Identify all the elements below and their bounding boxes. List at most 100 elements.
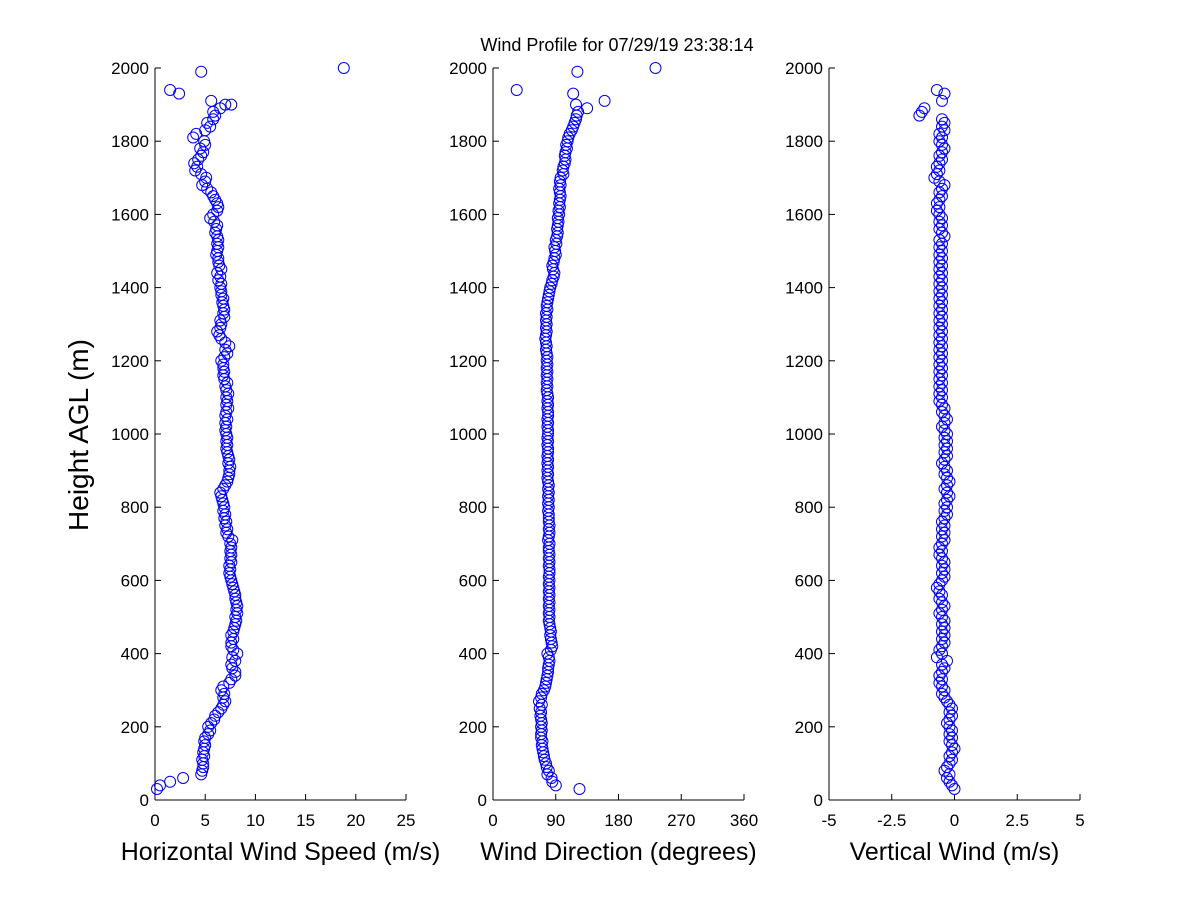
data-point	[225, 98, 238, 111]
data-point	[936, 574, 948, 587]
data-point	[936, 245, 948, 257]
data-point	[197, 746, 210, 759]
data-point	[933, 292, 946, 305]
data-point	[222, 450, 235, 462]
data-point	[598, 94, 611, 107]
data-point	[938, 504, 951, 517]
data-point	[943, 750, 956, 763]
data-points-speed	[151, 62, 350, 795]
y-tick-label: 1400	[449, 279, 487, 298]
data-point	[933, 149, 946, 162]
data-point	[936, 281, 948, 294]
data-point	[938, 402, 951, 415]
data-point	[938, 629, 951, 642]
data-point	[933, 270, 946, 283]
data-point	[946, 779, 958, 792]
data-point	[936, 138, 948, 151]
data-point	[938, 497, 951, 510]
data-point	[933, 164, 946, 177]
data-point	[933, 329, 946, 342]
data-point	[218, 303, 231, 316]
data-point	[230, 614, 243, 627]
y-tick-label: 800	[459, 498, 487, 517]
data-point	[941, 413, 953, 426]
x-tick-label: 0	[950, 811, 959, 830]
y-tick-label: 0	[478, 791, 487, 810]
data-point	[938, 417, 951, 429]
data-point	[938, 512, 951, 525]
data-point	[938, 482, 951, 495]
data-point	[938, 453, 951, 466]
y-tick-label: 200	[795, 718, 823, 737]
data-point	[938, 600, 951, 612]
data-point	[210, 248, 223, 261]
data-point	[943, 757, 956, 770]
data-point	[225, 574, 238, 587]
data-point	[936, 567, 948, 580]
data-point	[938, 439, 951, 451]
data-point	[930, 197, 943, 210]
data-point	[933, 135, 946, 148]
data-point	[936, 376, 948, 389]
x-tick-label: 25	[397, 811, 416, 830]
data-point	[191, 160, 204, 173]
data-point	[216, 493, 229, 506]
y-tick-label: 1000	[111, 425, 149, 444]
y-tick-label: 800	[121, 498, 149, 517]
data-point	[946, 724, 958, 737]
data-point	[195, 768, 208, 781]
data-point	[941, 695, 953, 708]
data-point	[154, 779, 166, 792]
data-point	[936, 252, 948, 265]
data-point	[230, 596, 243, 609]
data-point	[933, 186, 946, 199]
y-tick-label: 2000	[111, 59, 149, 78]
data-point	[930, 84, 943, 96]
data-point	[941, 471, 953, 484]
data-point	[510, 84, 523, 96]
data-point	[936, 559, 948, 572]
data-point	[542, 764, 555, 777]
data-point	[936, 362, 948, 375]
data-point	[202, 720, 215, 733]
data-point	[943, 490, 956, 503]
data-point	[936, 212, 948, 225]
data-point	[933, 541, 946, 554]
data-point	[936, 274, 948, 287]
data-point	[936, 596, 948, 609]
data-point	[933, 321, 946, 334]
data-point	[943, 698, 956, 711]
y-tick-label: 400	[795, 645, 823, 664]
data-point	[227, 625, 240, 638]
data-point	[918, 102, 931, 115]
data-point	[936, 113, 948, 126]
data-point	[164, 775, 177, 788]
data-point	[936, 318, 948, 331]
shared-y-axis-label: Height AGL (m)	[63, 339, 94, 531]
data-point	[938, 636, 951, 649]
data-point	[948, 783, 961, 795]
x-tick-label: 5	[1075, 811, 1084, 830]
data-point	[207, 105, 220, 118]
data-point	[938, 691, 951, 704]
y-tick-label: 1800	[785, 132, 823, 151]
data-point	[938, 556, 951, 569]
data-point	[941, 486, 953, 499]
data-point	[936, 354, 948, 367]
data-point	[936, 146, 948, 159]
data-point	[936, 523, 948, 536]
data-point	[188, 157, 201, 170]
data-point	[936, 120, 948, 133]
data-point	[933, 201, 946, 214]
data-point	[941, 493, 953, 506]
data-point	[948, 742, 961, 755]
x-tick-label: 20	[346, 811, 365, 830]
data-point	[936, 603, 948, 616]
data-point	[201, 116, 214, 129]
data-point	[933, 263, 946, 276]
x-axis-label: Wind Direction (degrees)	[480, 838, 757, 866]
figure-title: Wind Profile for 07/29/19 23:38:14	[480, 35, 753, 55]
data-point	[941, 435, 953, 448]
data-point	[936, 398, 948, 411]
y-tick-label: 1200	[449, 352, 487, 371]
